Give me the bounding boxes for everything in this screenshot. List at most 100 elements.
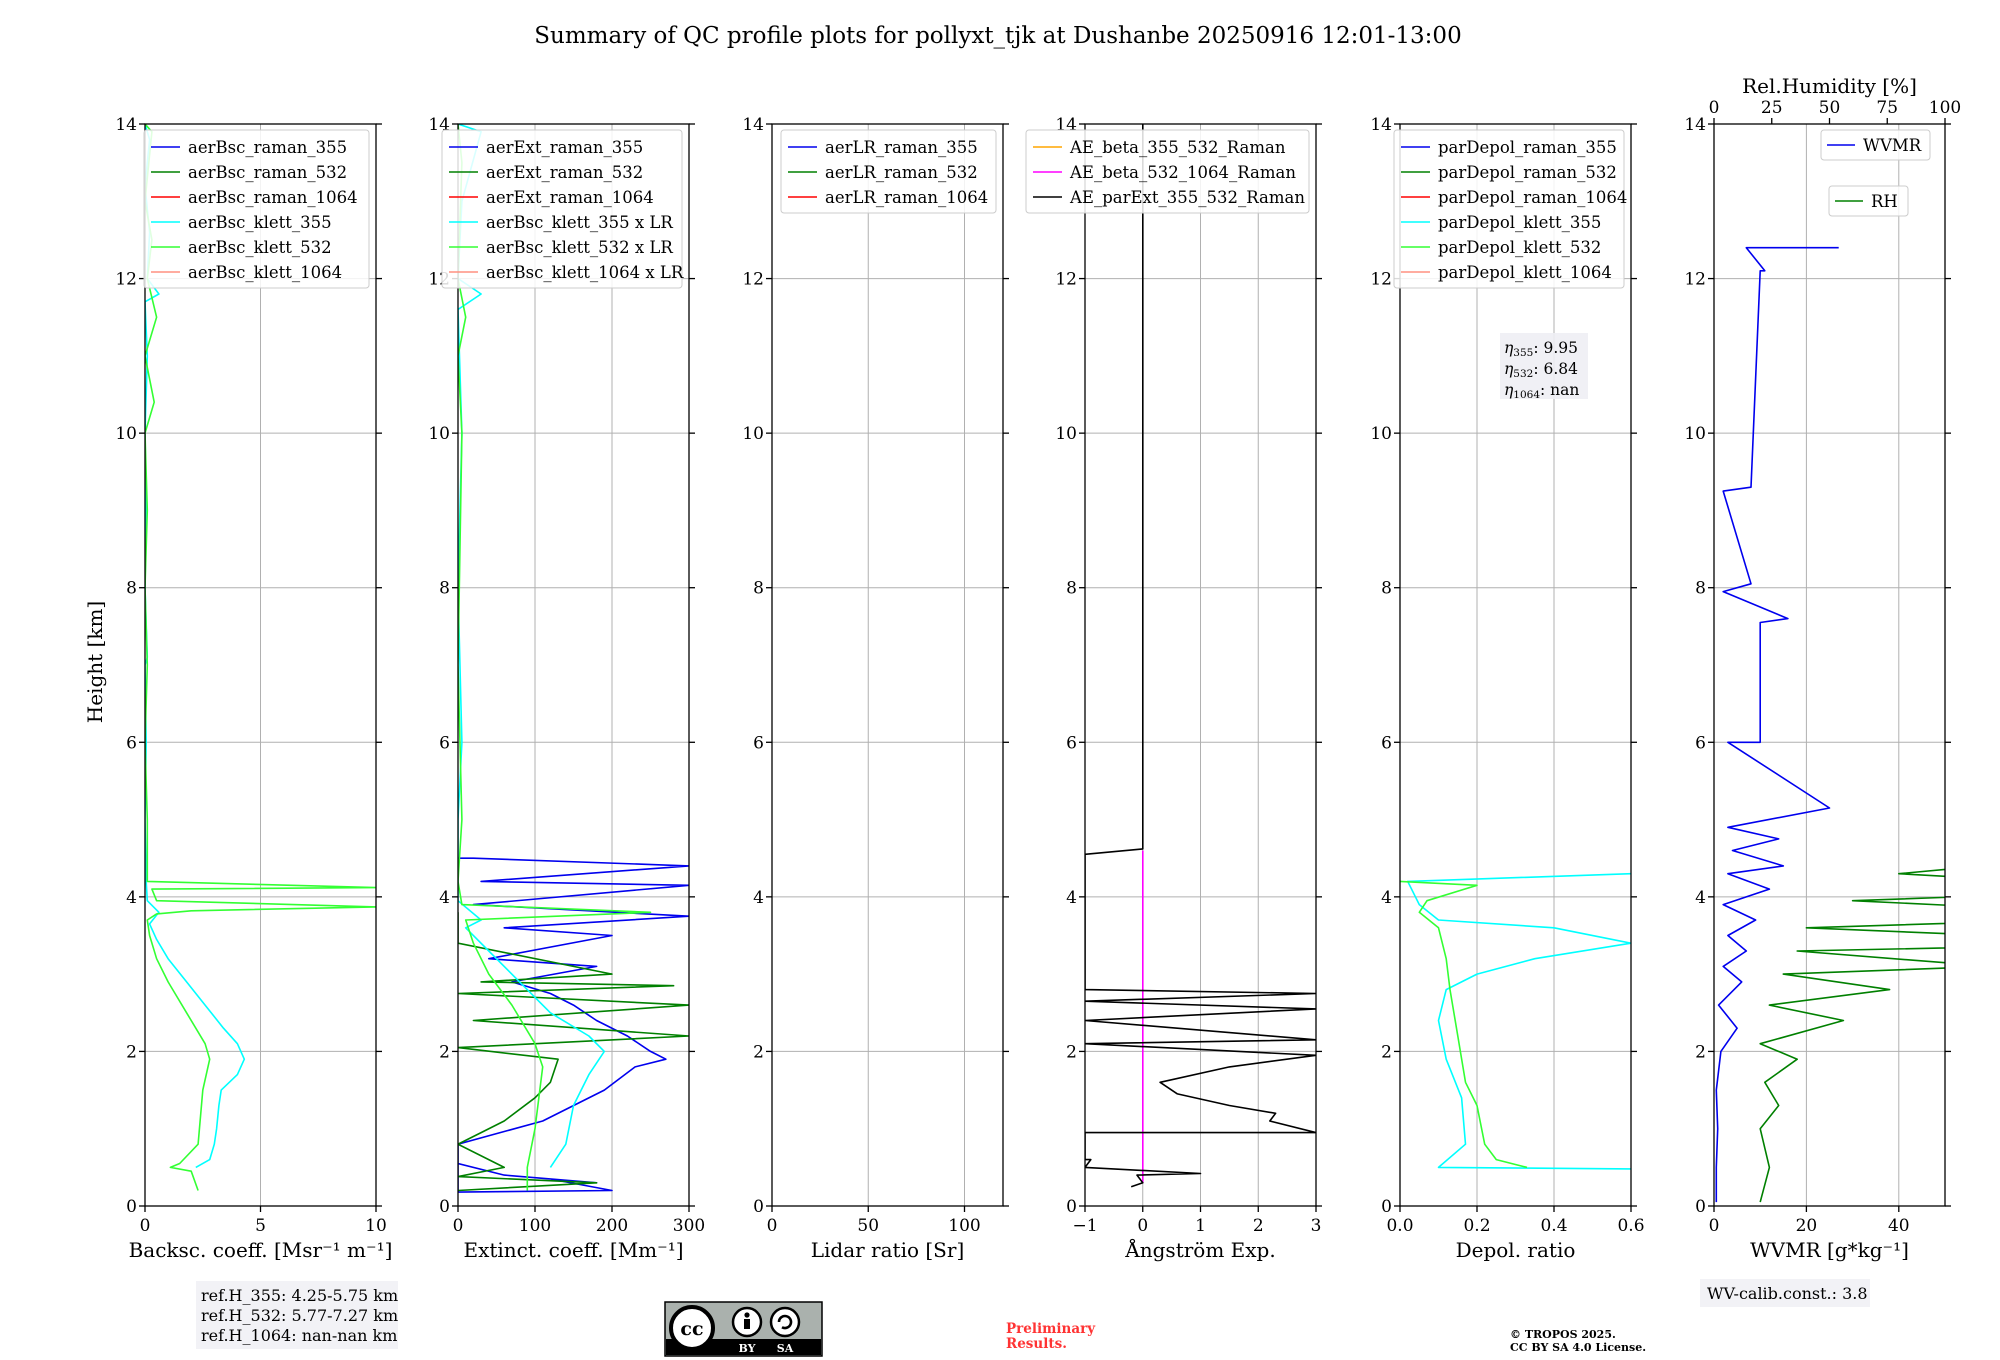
ae-ytick-label: 10: [1055, 424, 1077, 444]
lr-ytick-label: 2: [753, 1042, 764, 1062]
lr-axes-frame: [771, 123, 1004, 1207]
panel-pdr: 0 2 4 6 8 10 12 14 0.0 0.2 0.4 0.6 Depol. ratio parDe…: [1370, 115, 1644, 1262]
lr-legend: aerLR_raman_355 aerLR_raman_532 aerLR_rama…: [780, 129, 997, 214]
by-icon-head: [744, 1312, 750, 1318]
wv-xtick-top-label: 50: [1819, 98, 1841, 118]
pdr-ytick-label: 4: [1381, 888, 1392, 908]
legend-label-pdr-3: parDepol_klett_355: [1438, 213, 1601, 232]
series-ext-1: [458, 912, 689, 1192]
bsc-legend: aerBsc_raman_355 aerBsc_raman_532 aerBsc_r…: [143, 129, 370, 289]
lr-ytick-label: 12: [742, 270, 764, 290]
lr-xtick-label: 100: [948, 1216, 980, 1236]
ext-ytick-label: 2: [439, 1042, 450, 1062]
wv-ytick-label: 6: [1695, 733, 1706, 753]
bsc-series: [145, 124, 376, 1191]
wv-xtick-top-label: 25: [1761, 98, 1783, 118]
ext-ytick-label: 6: [439, 733, 450, 753]
lr-grid: [771, 123, 1003, 1207]
bsc-ytick-label: 2: [126, 1042, 137, 1062]
wv-x-axis-label: WVMR [g*kg⁻¹]: [1750, 1238, 1909, 1262]
preliminary-note: Preliminary Results.: [1006, 1321, 1096, 1352]
ae-legend: AE_beta_355_532_Raman AE_beta_532_1064_Ra…: [1025, 129, 1310, 214]
legend-label-lr-0: aerLR_raman_355: [825, 138, 978, 157]
series-ext-0: [458, 857, 689, 1193]
series-ext-4: [458, 124, 652, 1191]
ae-ytick-label: 6: [1066, 733, 1077, 753]
ext-x-axis-label: Extinct. coeff. [Mm⁻¹]: [463, 1238, 683, 1262]
ae-x-axis-label: Ångström Exp.: [1124, 1237, 1275, 1262]
bsc-ytick-label: 14: [115, 115, 137, 135]
ae-ytick-label: 12: [1055, 270, 1077, 290]
bsc-xtick-label: 0: [140, 1216, 151, 1236]
legend-label-pdr-1: parDepol_raman_532: [1438, 163, 1617, 182]
wv-xtick-top-label: 0: [1709, 98, 1720, 118]
bsc-ytick-label: 4: [126, 888, 137, 908]
ae-ytick-label: 4: [1066, 888, 1077, 908]
lr-ytick-label: 0: [753, 1197, 764, 1217]
pdr-ytick-label: 8: [1381, 579, 1392, 599]
legend-label-bsc-2: aerBsc_raman_1064: [188, 188, 358, 207]
series-ae-2: [1085, 124, 1316, 1188]
refh-1064: ref.H_1064: nan-nan km: [201, 1326, 397, 1345]
wv-ytick-label: 4: [1695, 888, 1706, 908]
legend-label-ae-2: AE_parExt_355_532_Raman: [1069, 188, 1305, 207]
wv-x-axis-top-label: Rel.Humidity [%]: [1742, 74, 1917, 98]
wv-calib-const: WV-calib.const.: 3.8: [1707, 1284, 1868, 1303]
pdr-xtick-label: 0.6: [1617, 1216, 1644, 1236]
ext-xtick-label: 100: [519, 1216, 551, 1236]
refh-info-background: [196, 1281, 398, 1349]
ae-ytick-label: 0: [1066, 1197, 1077, 1217]
wv-ytick-label: 14: [1684, 115, 1706, 135]
series-pdr-3: [1406, 872, 1631, 1170]
lr-ytick-label: 14: [742, 115, 764, 135]
legend-label-pdr-2: parDepol_raman_1064: [1438, 188, 1627, 207]
pdr-x-axis-label: Depol. ratio: [1456, 1238, 1576, 1262]
pdr-ytick-label: 10: [1370, 424, 1392, 444]
copyright-line-2: CC BY SA 4.0 License.: [1510, 1341, 1646, 1354]
ae-ytick-label: 2: [1066, 1042, 1077, 1062]
sa-icon-arrow: [777, 1314, 793, 1330]
ext-xtick-label: 300: [673, 1216, 705, 1236]
pdr-ytick-label: 6: [1381, 733, 1392, 753]
legend-label-ext-3: aerBsc_klett_355 x LR: [486, 213, 673, 232]
ae-xtick-label: −1: [1072, 1216, 1097, 1236]
sa-icon: [769, 1306, 801, 1338]
legend-label-pdr-0: parDepol_raman_355: [1438, 138, 1617, 157]
bsc-ytick-label: 6: [126, 733, 137, 753]
legend-label-bsc-3: aerBsc_klett_355: [188, 213, 332, 232]
pdr-ytick-label: 12: [1370, 270, 1392, 290]
series-bsc-4: [145, 124, 376, 1191]
ext-ytick-label: 10: [428, 424, 450, 444]
refh-532: ref.H_532: 5.77-7.27 km: [201, 1306, 398, 1325]
cc-license-badge: cc BY SA: [664, 1301, 823, 1357]
bsc-ytick-label: 12: [115, 270, 137, 290]
lr-ytick-label: 8: [753, 579, 764, 599]
pdr-ytick-label: 2: [1381, 1042, 1392, 1062]
pdr-legend: parDepol_raman_355 parDepol_raman_532 parD…: [1393, 129, 1627, 289]
series-wv-0: [1715, 246, 1839, 1203]
legend-label-ext-5: aerBsc_klett_1064 x LR: [486, 263, 684, 282]
ext-ytick-label: 4: [439, 888, 450, 908]
legend-box-pdr: [1393, 129, 1625, 289]
bsc-ytick-label: 8: [126, 579, 137, 599]
lr-ytick-label: 6: [753, 733, 764, 753]
legend-label-wv-0: WVMR: [1863, 136, 1922, 155]
chart-title: Summary of QC profile plots for pollyxt_…: [534, 23, 1461, 49]
legend-label-ext-0: aerExt_raman_355: [486, 138, 643, 157]
bsc-xtick-label: 10: [365, 1216, 387, 1236]
wv-calib-info-box: WV-calib.const.: 3.8: [1700, 1279, 1870, 1307]
legend-label-bsc-5: aerBsc_klett_1064: [188, 263, 342, 282]
series-wv-1: [1759, 868, 1945, 1203]
eta-355: η355: 9.95: [1504, 339, 1578, 359]
legend-label-lr-1: aerLR_raman_532: [825, 163, 978, 182]
lr-xtick-label: 50: [857, 1216, 879, 1236]
y-axis-label: Height [km]: [83, 601, 107, 723]
wv-xtick-top-label: 100: [1929, 98, 1961, 118]
cc-icon-glyph: cc: [680, 1318, 703, 1340]
wv-calib-background: [1700, 1279, 1870, 1307]
eta-annotation-background: [1500, 333, 1588, 399]
wv-axes-frame: [1713, 123, 1946, 1207]
